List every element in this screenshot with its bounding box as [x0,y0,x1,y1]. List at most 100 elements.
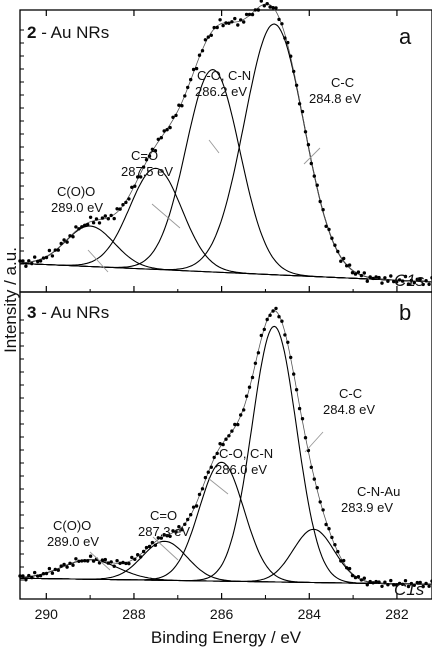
data-point [244,12,249,17]
data-point [256,8,261,12]
data-point [250,375,255,380]
data-point [50,254,55,258]
data-point [153,543,158,547]
data-point [395,280,399,284]
data-point [162,129,166,133]
data-point [380,584,384,588]
panel-a-peak-label-c(o)o: C(O)O 289.0 eV [51,184,103,215]
data-point [71,235,75,239]
data-point [141,165,146,169]
x-axis-label: Binding Energy / eV [151,628,302,647]
data-point [212,25,216,30]
data-point [418,277,422,281]
data-point [427,584,431,588]
data-point [256,351,261,355]
data-point [100,558,105,562]
data-point [97,561,102,565]
data-point [91,559,96,563]
panel-a-frame [19,9,432,293]
data-point [171,115,175,120]
data-point [183,522,187,526]
data-point [224,21,228,25]
panel-a-pointers [87,139,321,273]
data-point [133,557,137,561]
data-point [141,549,146,554]
panel-a-peak-label-c-o: C-O, C-N 286.2 eV [195,68,251,99]
data-point [65,565,69,569]
data-point [127,197,131,201]
data-point [306,143,311,147]
data-point [300,417,305,421]
data-point [124,561,128,566]
data-point [115,207,119,211]
data-point [247,12,252,17]
data-point [77,559,81,563]
data-point [389,274,393,278]
data-point [200,487,205,491]
data-point [242,20,246,24]
data-point [347,263,352,267]
data-point [315,486,319,490]
data-point [24,264,28,268]
data-point [186,517,190,522]
x-tick-label: 290 [35,606,59,622]
x-axis-ticks: 290 288 286 284 282 [35,10,409,622]
data-point [27,259,31,263]
data-point [118,207,122,211]
data-point [174,113,178,118]
panel-b-frame [19,291,432,600]
data-point [168,125,172,130]
data-point [283,36,287,40]
data-point [265,317,269,322]
data-point [265,2,269,6]
data-point [262,327,266,332]
data-point [318,500,322,504]
data-point [327,227,331,232]
panel-b-pointers [89,431,324,571]
data-point [303,436,308,440]
data-point [88,215,93,219]
data-point [86,222,90,227]
data-point [427,282,431,286]
data-point [268,5,272,9]
data-point [247,385,252,389]
panel-b-peak-label-c-o: C-O, C-N 286.0 eV [215,446,273,477]
x-tick-label: 282 [385,606,409,622]
data-point [121,560,125,565]
data-point [333,543,337,547]
panel-b-core-level: C1s [394,580,425,599]
x-tick-label: 288 [122,606,146,622]
data-point [118,561,122,565]
data-point [318,199,322,204]
data-point [259,0,263,3]
data-point [333,243,337,247]
data-point [297,406,302,411]
data-point [71,563,75,567]
data-point [156,137,160,141]
data-point [224,437,228,441]
data-point [53,248,57,252]
data-point [371,581,375,585]
data-point [356,575,361,579]
data-point [342,256,346,261]
data-point [421,282,425,287]
data-point [380,281,384,285]
data-point [345,566,349,570]
data-point [253,361,258,365]
data-point [91,221,96,225]
data-point [112,564,116,568]
data-point [392,279,396,284]
data-point [24,578,28,582]
data-point [389,578,393,583]
data-point [18,259,22,263]
data-point [242,408,246,412]
data-point [345,264,349,268]
data-point [239,18,243,22]
data-point [203,475,208,480]
data-point [324,522,328,527]
data-point [383,276,387,280]
data-point [136,553,140,557]
data-point [218,442,222,446]
data-point [33,255,37,259]
data-point [339,559,343,563]
